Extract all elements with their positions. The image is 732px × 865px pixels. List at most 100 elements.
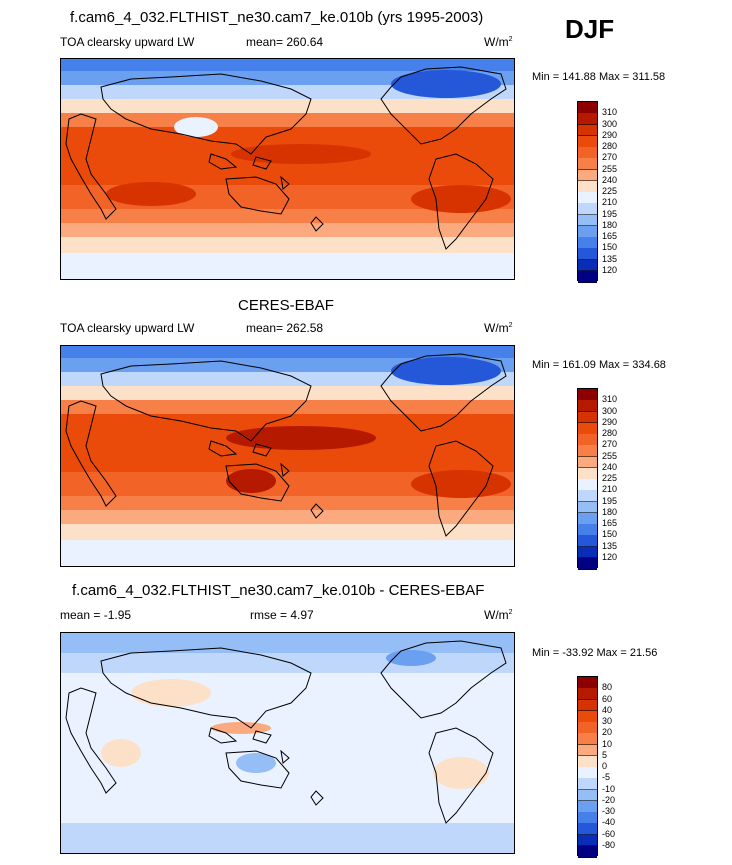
panel2-minmax: Min = 161.09 Max = 334.68 (532, 359, 666, 371)
panel2-map (60, 345, 515, 567)
colorbar-swatch (578, 744, 597, 757)
colorbar-tick-label: -20 (602, 794, 616, 805)
panel3-colorbar: 80 60 40 30 20 10 5 0 -5 -10 -20 -30 -40 -60 -80 (577, 676, 615, 858)
colorbar-tick-label: 150 (602, 242, 618, 253)
colorbar-tick-label: 240 (602, 174, 618, 185)
colorbar-tick-label: 225 (602, 473, 618, 483)
colorbar-swatch (578, 389, 597, 401)
colorbar-tick-label: 120 (602, 264, 618, 275)
colorbar-tick-label: 60 (602, 693, 613, 704)
colorbar-swatch (578, 733, 597, 745)
colorbar-tick-label: 210 (602, 484, 618, 495)
colorbar-tick-label: 5 (602, 749, 608, 760)
colorbar-swatch (578, 270, 597, 283)
colorbar-tick-label: 310 (602, 394, 618, 405)
colorbar-swatch (578, 124, 597, 137)
panel3-rmse-label: rmse = 4.97 (250, 608, 314, 622)
colorbar-swatch (578, 823, 597, 835)
colorbar-swatch (578, 237, 597, 249)
colorbar-swatch (578, 434, 597, 446)
panel3-minmax: Min = -33.92 Max = 21.56 (532, 647, 658, 659)
panel2-variable-label: TOA clearsky upward LW (60, 321, 195, 335)
colorbar-tick-label: 30 (602, 716, 613, 726)
colorbar-swatch (578, 225, 597, 238)
colorbar-tick-label: 195 (602, 495, 618, 506)
colorbar-swatch (578, 445, 597, 457)
panel1-mean-label: mean= 260.64 (246, 35, 324, 49)
colorbar-swatch (578, 422, 597, 435)
colorbar-swatch (578, 147, 597, 159)
colorbar-swatch (578, 789, 597, 802)
colorbar-swatch (578, 169, 597, 182)
panel1-variable-label: TOA clearsky upward LW (60, 35, 195, 49)
panel3-map-svg (61, 633, 514, 853)
colorbar-tick-label: -5 (602, 772, 611, 783)
panel2-map-svg (61, 346, 514, 566)
colorbar-swatch (578, 259, 597, 272)
colorbar-tick-label: 0 (602, 761, 608, 771)
colorbar-tick-label: 280 (602, 141, 618, 151)
colorbar-tick-label: 180 (602, 506, 618, 517)
panel3-mean-label: mean = -1.95 (60, 608, 132, 622)
colorbar-swatch (578, 113, 597, 125)
colorbar-swatch (578, 722, 597, 734)
panel2-units-label: W/m2 (484, 321, 513, 335)
colorbar-tick-label: 165 (602, 231, 618, 241)
colorbar-tick-label: 40 (602, 704, 613, 715)
colorbar-swatch (578, 546, 597, 559)
panel2-colorbar-strip (577, 388, 598, 570)
colorbar-tick-label: -10 (602, 783, 616, 794)
colorbar-swatch (578, 557, 597, 570)
colorbar-tick-label: 180 (602, 219, 618, 230)
colorbar-tick-label: 135 (602, 540, 618, 551)
colorbar-swatch (578, 512, 597, 525)
colorbar-tick-label: -80 (602, 839, 616, 850)
colorbar-swatch (578, 490, 597, 502)
panel3-map (60, 632, 515, 854)
colorbar-tick-label: 310 (602, 107, 618, 118)
colorbar-swatch (578, 524, 597, 536)
panel1-title: f.cam6_4_032.FLTHIST_ne30.cam7_ke.010b (… (70, 9, 484, 26)
colorbar-swatch (578, 501, 597, 514)
colorbar-swatch (578, 834, 597, 847)
panel3-title: f.cam6_4_032.FLTHIST_ne30.cam7_ke.010b -… (72, 582, 485, 599)
colorbar-swatch (578, 778, 597, 790)
colorbar-swatch (578, 677, 597, 689)
colorbar-tick-label: 290 (602, 416, 618, 427)
panel1-map (60, 58, 515, 280)
colorbar-swatch (578, 192, 597, 204)
colorbar-swatch (578, 180, 597, 193)
colorbar-tick-label: -30 (602, 806, 616, 816)
colorbar-swatch (578, 710, 597, 723)
colorbar-swatch (578, 767, 597, 779)
colorbar-tick-label: 255 (602, 163, 618, 174)
colorbar-tick-label: 300 (602, 405, 618, 416)
colorbar-swatch (578, 248, 597, 260)
colorbar-tick-label: 270 (602, 152, 618, 163)
colorbar-tick-label: 225 (602, 186, 618, 196)
colorbar-tick-label: 80 (602, 682, 613, 693)
colorbar-tick-label: 135 (602, 253, 618, 264)
panel1-colorbar: 310 300 290 280 270 255 240 225 210 195 180 165 150 1… (577, 101, 617, 283)
panel3-units-label: W/m2 (484, 608, 513, 622)
colorbar-tick-label: -60 (602, 828, 616, 839)
colorbar-swatch (578, 479, 597, 491)
colorbar-tick-label: 195 (602, 208, 618, 219)
colorbar-swatch (578, 456, 597, 469)
colorbar-tick-label: 270 (602, 439, 618, 450)
panel2-mean-label: mean= 262.58 (246, 321, 324, 335)
colorbar-swatch (578, 102, 597, 114)
panel2-title: CERES-EBAF (238, 297, 334, 314)
panel1-map-svg (61, 59, 514, 279)
panel1-colorbar-strip (577, 101, 598, 283)
colorbar-tick-label: 240 (602, 461, 618, 472)
colorbar-swatch (578, 158, 597, 170)
panel2-colorbar: 310 300 290 280 270 255 240 225 210 195 180 165 150 1… (577, 388, 617, 570)
colorbar-swatch (578, 535, 597, 547)
colorbar-tick-label: 300 (602, 118, 618, 129)
panel3-colorbar-strip (577, 676, 598, 858)
colorbar-swatch (578, 214, 597, 227)
colorbar-swatch (578, 699, 597, 712)
colorbar-tick-label: 165 (602, 518, 618, 528)
panel1-units-label: W/m2 (484, 35, 513, 49)
